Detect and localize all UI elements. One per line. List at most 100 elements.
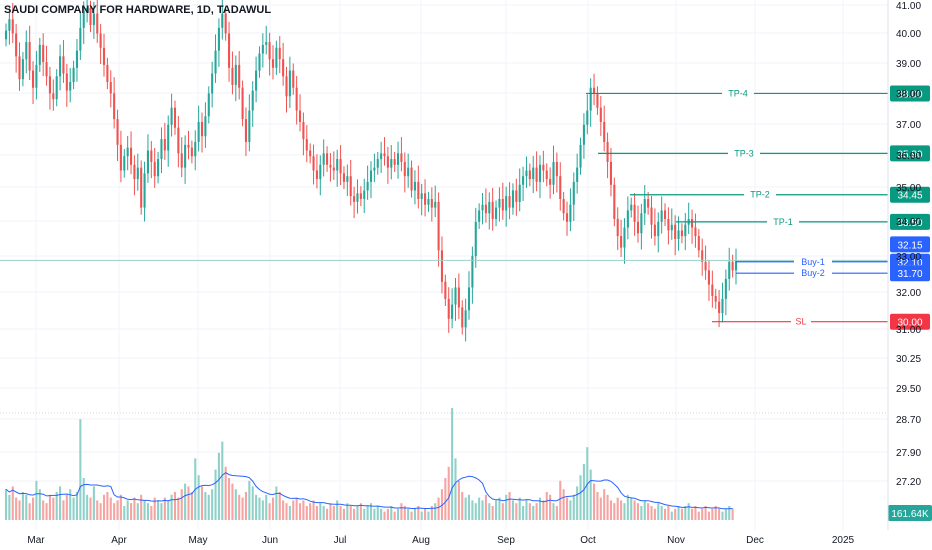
volume-bar <box>326 508 329 520</box>
candle-body <box>407 167 410 177</box>
volume-bar <box>711 508 714 520</box>
candle-body <box>454 287 457 305</box>
volume-bar <box>417 506 420 520</box>
volume-bar <box>231 483 234 520</box>
volume-bar <box>697 511 700 520</box>
candle-body <box>346 176 349 182</box>
candle-body <box>582 124 585 145</box>
volume-bar <box>126 500 129 520</box>
candle-body <box>518 184 521 202</box>
candle-body <box>515 190 518 202</box>
volume-bar <box>653 508 656 520</box>
candle-body <box>92 13 95 25</box>
candle-body <box>603 121 606 142</box>
candle-body <box>292 70 295 88</box>
candle-body <box>278 47 281 60</box>
volume-bar <box>413 508 416 520</box>
candle-body <box>143 173 146 208</box>
volume-bar <box>187 486 190 520</box>
volume-bar <box>407 508 410 520</box>
volume-bar <box>89 497 92 520</box>
candle-body <box>616 218 619 237</box>
candle-body <box>288 70 291 97</box>
volume-bar <box>329 503 332 520</box>
volume-bar <box>190 492 193 520</box>
candle-body <box>694 227 697 237</box>
volume-bar <box>285 503 288 520</box>
level-price-tag-text: 35.90 <box>897 149 922 160</box>
candle-body <box>413 181 416 191</box>
volume-bar <box>640 506 643 520</box>
level-price-tag-text: 38.00 <box>897 89 922 100</box>
volume-bar <box>298 503 302 520</box>
candle-body <box>180 153 183 168</box>
candle-body <box>721 298 724 314</box>
volume-bar <box>15 497 18 520</box>
candle-body <box>99 33 102 48</box>
volume-bar <box>31 497 35 520</box>
x-tick-label: Mar <box>27 535 45 546</box>
candle-body <box>488 201 491 214</box>
x-tick-label: Oct <box>580 535 596 546</box>
candle-body <box>633 204 636 222</box>
candle-body <box>697 236 700 251</box>
candle-body <box>555 161 558 177</box>
candle-body <box>657 221 660 237</box>
volume-bar <box>369 503 373 520</box>
volume-bar <box>478 497 481 520</box>
volume-bar <box>82 478 85 520</box>
volume-bar <box>258 497 261 520</box>
candle-body <box>434 201 437 208</box>
volume-bar <box>461 492 464 520</box>
volume-bar <box>268 503 271 520</box>
candle-body <box>48 76 51 94</box>
volume-bar <box>579 475 582 520</box>
volume-bar <box>356 506 359 520</box>
volume-bar <box>319 503 322 520</box>
volume-layer <box>4 408 734 520</box>
candle-body <box>643 199 646 214</box>
volume-bar <box>99 503 102 520</box>
volume-bar <box>275 486 278 520</box>
level-label-bg <box>767 216 799 227</box>
candle-body <box>569 204 572 222</box>
volume-bar <box>593 483 596 520</box>
level-label-bg <box>794 268 832 279</box>
candle-body <box>667 218 670 231</box>
x-tick-label: Sep <box>497 535 515 546</box>
y-tick-label: 41.00 <box>896 1 921 12</box>
level-label-bg <box>794 256 832 267</box>
y-tick-label: 32.00 <box>896 288 921 299</box>
candle-body <box>197 121 200 142</box>
candle-body <box>704 261 707 271</box>
volume-bar <box>136 503 139 520</box>
volume-bar <box>636 503 640 520</box>
volume-bar <box>511 500 514 520</box>
candle-body <box>258 53 261 71</box>
volume-bar <box>505 494 508 520</box>
candle-body <box>163 139 166 151</box>
level-price-tag-text: 33.50 <box>897 218 922 229</box>
candle-body <box>35 64 38 88</box>
level-price-tag-text: 31.70 <box>897 269 922 280</box>
candle-body <box>319 164 322 180</box>
y-tick-label: 38.00 <box>896 89 921 100</box>
x-tick-label: Jun <box>262 535 278 546</box>
candle-body <box>4 30 8 40</box>
volume-bar <box>376 506 379 520</box>
candle-body <box>457 287 460 308</box>
volume-bar <box>488 503 491 520</box>
volume-bar <box>467 494 471 520</box>
candle-body <box>579 144 582 168</box>
volume-bar <box>62 500 65 520</box>
candle-body <box>386 156 389 168</box>
volume-bar <box>69 489 72 520</box>
volume-bar <box>562 489 565 520</box>
volume-bar <box>491 506 494 520</box>
volume-bar <box>28 503 31 520</box>
candle-body <box>396 153 400 165</box>
x-tick-label: 2025 <box>832 535 855 546</box>
candle-body <box>532 167 535 180</box>
volume-bar <box>48 494 51 520</box>
